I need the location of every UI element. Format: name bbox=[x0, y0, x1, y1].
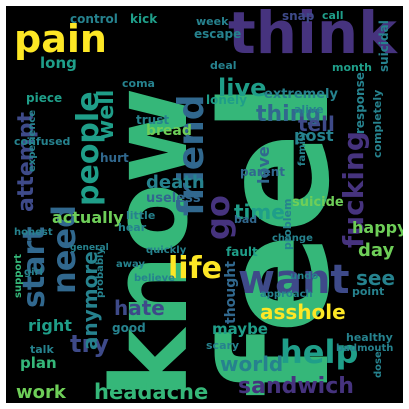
word-completely: completely bbox=[371, 89, 384, 158]
word-world: world bbox=[220, 352, 284, 376]
word-week: week bbox=[196, 15, 229, 28]
word-kick: kick bbox=[130, 12, 158, 26]
word-alive: alive bbox=[294, 103, 324, 116]
word-well: well bbox=[94, 89, 119, 140]
word-fault: fault bbox=[226, 245, 258, 259]
word-suicide: suicide bbox=[292, 195, 344, 210]
word-probably: probably bbox=[95, 248, 106, 298]
word-think: think bbox=[228, 6, 397, 67]
word-snap: snap bbox=[282, 9, 315, 23]
word-girl: girl bbox=[24, 267, 43, 278]
word-right: right bbox=[28, 316, 72, 335]
word-post: post bbox=[294, 126, 334, 145]
word-trust: trust bbox=[136, 113, 170, 127]
word-useless: useless bbox=[146, 191, 201, 206]
word-badmouth: badmouth bbox=[336, 343, 394, 354]
word-honest: honest bbox=[14, 227, 53, 238]
word-deal: deal bbox=[210, 59, 237, 72]
word-happy: happy bbox=[352, 218, 403, 237]
word-call: call bbox=[322, 9, 344, 22]
word-suicidal: suicidal bbox=[377, 20, 391, 72]
word-support: support bbox=[13, 254, 24, 298]
word-control: control bbox=[70, 12, 118, 26]
word-parent: parent bbox=[240, 165, 286, 179]
word-death: death bbox=[146, 172, 205, 193]
word-healthy: healthy bbox=[346, 331, 393, 344]
word-see: see bbox=[356, 266, 396, 290]
word-live: live bbox=[218, 74, 267, 102]
word-month: month bbox=[332, 61, 372, 74]
word-maybe: maybe bbox=[212, 320, 268, 338]
word-tell: tell bbox=[298, 112, 335, 136]
word-asshole: asshole bbox=[260, 300, 346, 324]
word-confused: confused bbox=[14, 135, 71, 148]
word-coma: coma bbox=[122, 77, 155, 90]
word-piece: piece bbox=[26, 91, 63, 105]
word-scary: scary bbox=[206, 339, 240, 352]
word-headache: headache bbox=[94, 380, 209, 403]
word-plan: plan bbox=[20, 354, 57, 372]
word-bad: bad bbox=[234, 213, 258, 226]
word-long: long bbox=[40, 54, 77, 72]
word-hear: hear bbox=[118, 221, 147, 234]
word-believe: believe bbox=[134, 273, 175, 284]
word-good: good bbox=[112, 321, 146, 335]
word-dose: dose bbox=[373, 351, 384, 378]
word-extremely: extremely bbox=[264, 87, 338, 102]
word-bread: bread bbox=[146, 123, 192, 139]
word-time: time bbox=[234, 200, 285, 224]
word-little: little bbox=[126, 209, 156, 222]
word-go: go bbox=[199, 195, 237, 240]
word-approach: approach bbox=[260, 289, 313, 300]
word-pain: pain bbox=[14, 17, 107, 61]
word-try: try bbox=[70, 330, 109, 358]
word-cloud: feel know think pain friend people need … bbox=[6, 6, 403, 403]
word-actually: actually bbox=[52, 208, 124, 227]
word-hate: hate bbox=[114, 296, 165, 320]
word-lonely: lonely bbox=[206, 93, 247, 107]
word-response: response bbox=[353, 72, 367, 134]
word-life: life bbox=[168, 251, 222, 286]
word-hurt: hurt bbox=[100, 151, 129, 165]
word-talk: talk bbox=[30, 343, 54, 356]
word-point: point bbox=[352, 285, 385, 298]
word-want: want bbox=[238, 257, 350, 303]
word-escape: escape bbox=[194, 27, 242, 41]
word-thought: thought bbox=[223, 261, 239, 324]
word-day: day bbox=[358, 240, 395, 261]
word-work: work bbox=[16, 382, 66, 403]
word-away: away bbox=[116, 259, 145, 270]
word-undo: undo bbox=[290, 271, 319, 282]
word-family: family bbox=[297, 131, 308, 166]
word-thing: thing bbox=[256, 102, 322, 127]
word-change: change bbox=[272, 233, 313, 244]
word-experience: experience bbox=[27, 109, 38, 172]
word-help: help bbox=[280, 333, 359, 371]
word-sandwich: sandwich bbox=[238, 374, 354, 399]
word-quickly: quickly bbox=[146, 245, 187, 256]
word-general: general bbox=[70, 243, 109, 253]
